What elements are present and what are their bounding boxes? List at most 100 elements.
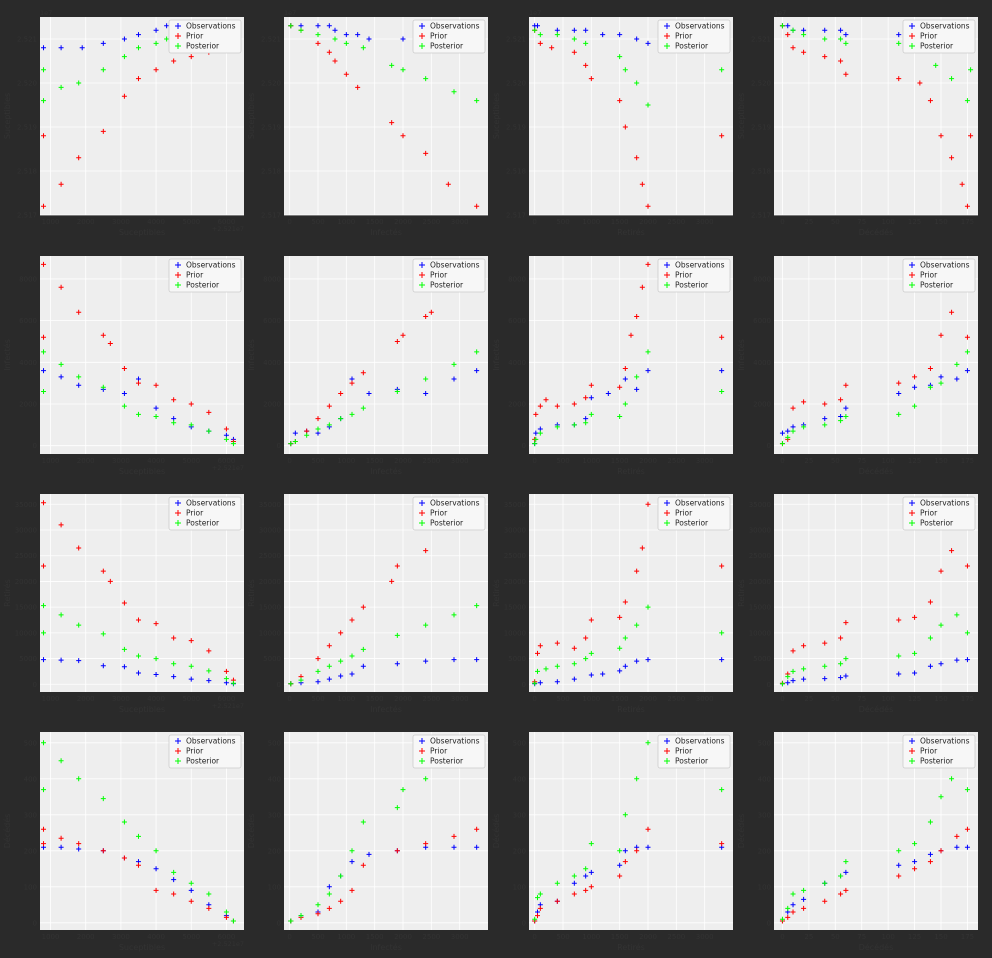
x-axis-label: Décédés	[859, 227, 894, 237]
data-point	[76, 80, 82, 86]
data-point	[76, 841, 82, 847]
data-point	[76, 846, 82, 852]
legend-label: Observations	[920, 499, 970, 508]
x-tick-label: 4000	[147, 218, 165, 226]
data-point	[400, 787, 406, 793]
data-point	[790, 424, 796, 430]
data-point	[785, 680, 791, 686]
data-point	[315, 40, 321, 46]
x-tick-label: 2000	[77, 218, 95, 226]
x-tick-label: 2500	[422, 695, 440, 703]
y-tick-label: 2.521	[261, 36, 281, 44]
data-point	[588, 395, 594, 401]
data-point	[107, 578, 113, 584]
data-point	[785, 914, 791, 920]
data-point	[537, 403, 543, 409]
x-tick-label: 175	[961, 218, 974, 226]
legend-label: Prior	[920, 509, 938, 518]
x-tick-label: 25	[804, 457, 813, 465]
data-point	[912, 841, 918, 847]
data-point	[964, 334, 970, 340]
x-tick-label: 6000	[217, 695, 235, 703]
x-axis-label: Suceptibles	[119, 228, 165, 237]
data-point	[822, 36, 828, 42]
y-tick-label: 2.518	[17, 168, 37, 176]
x-tick-label: 500	[556, 695, 569, 703]
x-tick-label: 5000	[182, 218, 200, 226]
data-point	[949, 548, 955, 554]
legend-marker	[664, 23, 670, 29]
subplot: 0 25 50 75 100 125 150 175 2.517 2.518 2.519 2.520 2…	[737, 9, 978, 237]
y-tick-label: 300	[758, 811, 771, 819]
data-point	[617, 54, 623, 60]
y-tick-label: 2.521	[17, 36, 37, 44]
legend-marker	[664, 510, 670, 516]
data-point	[474, 349, 480, 355]
x-tick-label: 3000	[696, 457, 714, 465]
data-point	[121, 391, 127, 397]
data-point	[537, 905, 543, 911]
data-point	[326, 905, 332, 911]
data-point	[100, 796, 106, 802]
legend-label: Posterior	[675, 281, 709, 290]
data-point	[360, 646, 366, 652]
data-point	[100, 128, 106, 134]
data-point	[41, 657, 47, 663]
x-axis-label: Suceptibles	[119, 705, 165, 714]
legend-label: Prior	[920, 271, 938, 280]
y-tick-label: 2.521	[751, 36, 771, 44]
legend-label: Prior	[920, 32, 938, 41]
legend-label: Observations	[430, 22, 480, 31]
data-point	[964, 657, 970, 663]
data-point	[605, 391, 611, 397]
x-tick-label: 3000	[451, 457, 469, 465]
y-tick-label: 300	[24, 811, 37, 819]
data-point	[634, 776, 640, 782]
data-point	[639, 284, 645, 290]
y-tick-label: 4000	[19, 359, 37, 367]
data-point	[188, 898, 194, 904]
data-point	[622, 663, 628, 669]
data-point	[938, 794, 944, 800]
x-tick-label: 50	[831, 695, 840, 703]
data-point	[622, 366, 628, 372]
y-tick-label: 500	[513, 739, 526, 747]
y-tick-label: 15000	[15, 604, 37, 612]
legend-label: Posterior	[675, 42, 709, 51]
data-point	[571, 661, 577, 667]
data-point	[349, 380, 355, 386]
data-point	[843, 869, 849, 875]
data-point	[617, 32, 623, 38]
data-point	[964, 563, 970, 569]
y-tick-label: 4000	[508, 359, 526, 367]
data-point	[571, 401, 577, 407]
data-point	[779, 23, 785, 29]
data-point	[896, 873, 902, 879]
data-point	[223, 668, 229, 674]
data-point	[554, 880, 560, 886]
points-group	[532, 261, 725, 447]
data-point	[843, 673, 849, 679]
legend-marker	[419, 272, 425, 278]
data-point	[288, 681, 294, 687]
x-tick-label: 5000	[182, 933, 200, 941]
data-point	[838, 58, 844, 64]
subplot: 1000 2000 3000 4000 5000 6000 0 100 200 300 400 500…	[2, 732, 244, 952]
data-point	[366, 36, 372, 42]
data-point	[843, 413, 849, 419]
data-point	[927, 635, 933, 641]
y-axis-label: Suceptibles	[737, 93, 746, 139]
data-point	[617, 645, 623, 651]
y-axis-label: Suceptibles	[3, 93, 12, 139]
data-point	[554, 640, 560, 646]
data-point	[394, 805, 400, 811]
data-point	[153, 40, 159, 46]
data-point	[896, 671, 902, 677]
y-tick-label: 2.521	[506, 36, 526, 44]
data-point	[135, 380, 141, 386]
data-point	[554, 32, 560, 38]
data-point	[474, 657, 480, 663]
